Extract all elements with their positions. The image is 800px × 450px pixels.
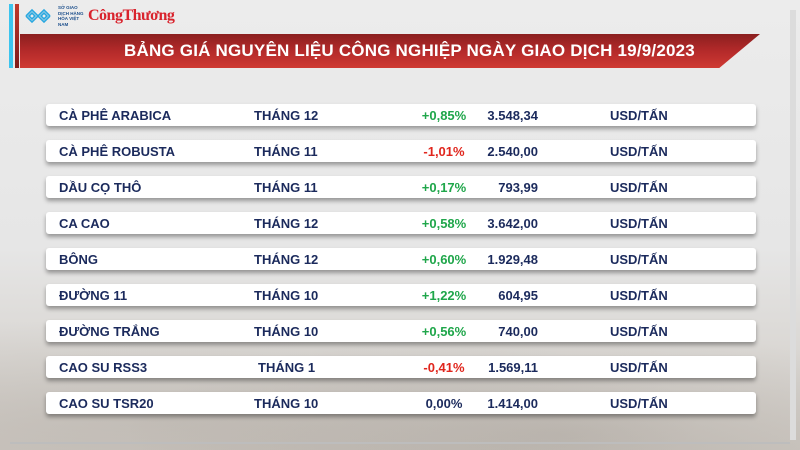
price-change: +0,60% bbox=[421, 252, 467, 267]
commodity-name: CAO SU TSR20 bbox=[59, 396, 154, 411]
commodity-name: CAO SU RSS3 bbox=[59, 360, 148, 375]
price-change: +0,85% bbox=[421, 108, 467, 123]
table-row: CÀ PHÊ ARABICA THÁNG 12 +0,85% 3.548,34 … bbox=[46, 104, 756, 126]
table-row: ĐƯỜNG TRẮNG THÁNG 10 +0,56% 740,00 USD/T… bbox=[46, 320, 756, 342]
table-row: CÀ PHÊ ROBUSTA THÁNG 11 -1,01% 2.540,00 … bbox=[46, 140, 756, 162]
table-row: CAO SU TSR20 THÁNG 10 0,00% 1.414,00 USD… bbox=[46, 392, 756, 414]
price-change: -1,01% bbox=[423, 144, 465, 159]
price-change: -0,41% bbox=[423, 360, 465, 375]
contract-month: THÁNG 10 bbox=[254, 396, 319, 411]
frame-bottom-edge bbox=[10, 442, 790, 444]
price-value: 2.540,00 bbox=[487, 144, 538, 159]
price-value: 1.569,11 bbox=[488, 360, 538, 375]
price-value: 793,99 bbox=[498, 180, 538, 195]
contract-month: THÁNG 1 bbox=[258, 360, 316, 375]
price-value: 740,00 bbox=[498, 324, 538, 339]
price-change: +0,17% bbox=[421, 180, 467, 195]
exchange-name: SỞ GIAO DỊCH HÀNG HÓA VIỆT NAM bbox=[58, 5, 84, 27]
price-value: 3.548,34 bbox=[487, 108, 538, 123]
price-unit: USD/TẤN bbox=[610, 180, 668, 195]
price-unit: USD/TẤN bbox=[610, 144, 668, 159]
table-row: CAO SU RSS3 THÁNG 1 -0,41% 1.569,11 USD/… bbox=[46, 356, 756, 378]
price-unit: USD/TẤN bbox=[610, 360, 668, 375]
price-change: 0,00% bbox=[425, 396, 463, 411]
price-value: 3.642,00 bbox=[487, 216, 538, 231]
table-row: DẦU CỌ THÔ THÁNG 11 +0,17% 793,99 USD/TẤ… bbox=[46, 176, 756, 198]
table-row: CA CAO THÁNG 12 +0,58% 3.642,00 USD/TẤN bbox=[46, 212, 756, 234]
table-row: ĐƯỜNG 11 THÁNG 10 +1,22% 604,95 USD/TẤN bbox=[46, 284, 756, 306]
price-value: 604,95 bbox=[498, 288, 538, 303]
commodity-name: BÔNG bbox=[59, 252, 98, 267]
price-change: +0,56% bbox=[421, 324, 467, 339]
contract-month: THÁNG 12 bbox=[254, 216, 319, 231]
contract-month: THÁNG 12 bbox=[254, 252, 319, 267]
commodity-name: ĐƯỜNG TRẮNG bbox=[59, 324, 160, 339]
contract-month: THÁNG 10 bbox=[254, 288, 319, 303]
accent-bar-blue bbox=[9, 4, 13, 68]
commodity-name: CA CAO bbox=[59, 216, 110, 231]
price-unit: USD/TẤN bbox=[610, 108, 668, 123]
price-value: 1.929,48 bbox=[487, 252, 538, 267]
page-title: BẢNG GIÁ NGUYÊN LIỆU CÔNG NGHIỆP NGÀY GI… bbox=[124, 41, 695, 60]
price-unit: USD/TẤN bbox=[610, 252, 668, 267]
commodity-name: DẦU CỌ THÔ bbox=[59, 180, 142, 195]
table-row: BÔNG THÁNG 12 +0,60% 1.929,48 USD/TẤN bbox=[46, 248, 756, 270]
price-unit: USD/TẤN bbox=[610, 288, 668, 303]
contract-month: THÁNG 10 bbox=[254, 324, 319, 339]
price-unit: USD/TẤN bbox=[610, 216, 668, 231]
price-change: +1,22% bbox=[421, 288, 467, 303]
title-banner: BẢNG GIÁ NGUYÊN LIỆU CÔNG NGHIỆP NGÀY GI… bbox=[20, 34, 760, 68]
commodity-name: CÀ PHÊ ARABICA bbox=[59, 108, 172, 123]
commodity-name: ĐƯỜNG 11 bbox=[59, 288, 128, 303]
header-logos: SỞ GIAO DỊCH HÀNG HÓA VIỆT NAM CôngThươn… bbox=[24, 4, 175, 28]
commodity-name: CÀ PHÊ ROBUSTA bbox=[59, 144, 176, 159]
accent-bar-red bbox=[15, 4, 19, 68]
price-change: +0,58% bbox=[421, 216, 467, 231]
contract-month: THÁNG 12 bbox=[254, 108, 319, 123]
price-value: 1.414,00 bbox=[487, 396, 538, 411]
publisher-logo: CôngThương bbox=[88, 7, 175, 24]
price-unit: USD/TẤN bbox=[610, 396, 668, 411]
price-unit: USD/TẤN bbox=[610, 324, 668, 339]
contract-month: THÁNG 11 bbox=[254, 180, 318, 195]
exchange-logo-icon bbox=[25, 8, 51, 24]
frame-right-edge bbox=[790, 10, 796, 440]
contract-month: THÁNG 11 bbox=[254, 144, 318, 159]
